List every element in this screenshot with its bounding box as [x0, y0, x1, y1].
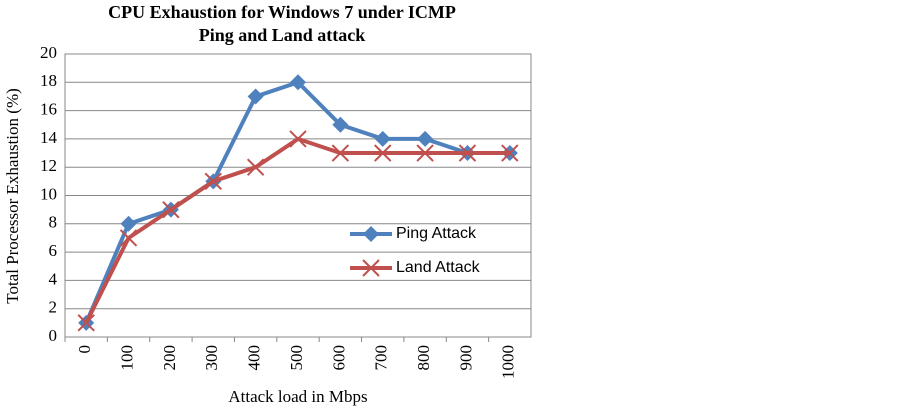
data-point	[458, 144, 477, 162]
x-tick-label: 0	[75, 345, 94, 354]
legend-label: Land Attack	[396, 259, 481, 276]
data-point	[417, 130, 434, 147]
data-point	[363, 226, 379, 242]
legend-label: Ping Attack	[396, 225, 477, 242]
y-tick-label: 10	[40, 184, 57, 203]
data-point	[247, 88, 264, 105]
data-point	[501, 144, 519, 162]
data-point	[331, 144, 350, 162]
data-point	[120, 215, 137, 232]
x-tick-label: 1000	[499, 345, 518, 379]
data-line	[84, 80, 510, 324]
y-tick-label: 18	[40, 71, 57, 90]
chart-title: CPU Exhaustion for Windows 7 under ICMP	[108, 2, 456, 22]
x-tick-label: 400	[245, 345, 264, 371]
y-tick-label: 2	[49, 298, 58, 317]
plot-frame	[64, 53, 532, 338]
data-point	[289, 130, 307, 148]
data-point	[204, 172, 222, 191]
data-point	[374, 144, 392, 162]
data-point	[77, 314, 95, 332]
x-axis-label: Attack load in Mbps	[228, 387, 367, 406]
y-tick-label: 16	[40, 100, 57, 119]
chart-title: Ping and Land attack	[199, 25, 366, 45]
data-point	[374, 130, 391, 147]
data-point	[290, 74, 306, 91]
data-point	[246, 158, 265, 176]
data-point	[332, 116, 349, 133]
y-tick-label: 12	[40, 156, 57, 175]
data-point	[416, 144, 434, 162]
data-point	[162, 200, 180, 219]
y-tick-label: 0	[49, 326, 58, 345]
y-tick-label: 20	[40, 43, 57, 62]
x-tick-label: 200	[160, 345, 179, 371]
x-tick-label: 900	[456, 345, 475, 371]
y-tick-label: 6	[49, 241, 58, 260]
x-tick-label: 300	[202, 345, 221, 371]
y-tick-label: 4	[49, 269, 58, 288]
x-tick-label: 800	[414, 345, 433, 371]
x-tick-label: 100	[117, 345, 136, 371]
data-point	[119, 229, 138, 247]
y-tick-label: 14	[40, 128, 58, 147]
y-axis-label: Total Processor Exhaustion (%)	[3, 88, 22, 304]
x-tick-label: 700	[372, 345, 391, 371]
y-tick-label: 8	[49, 213, 58, 232]
data-point	[362, 259, 380, 277]
x-tick-label: 500	[287, 345, 306, 371]
x-tick-label: 600	[329, 345, 348, 371]
